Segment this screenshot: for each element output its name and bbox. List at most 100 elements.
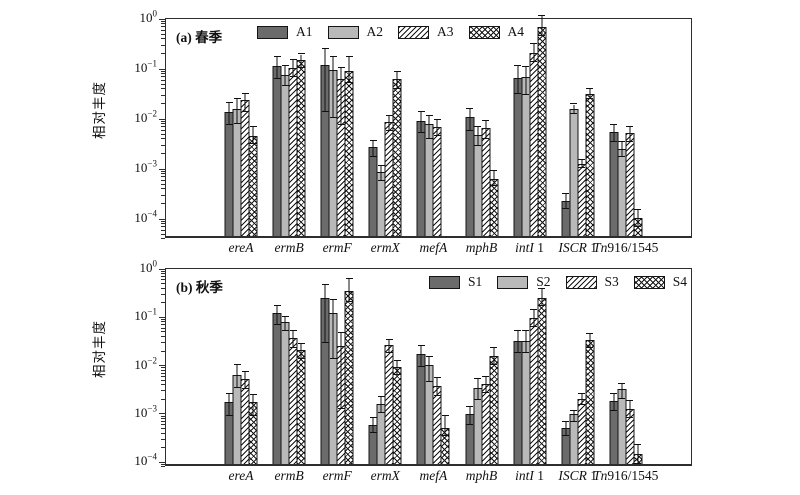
bar-A4-Tn [633,209,643,236]
y-minor-tick [161,238,165,240]
bar-S4-mphB [489,347,498,464]
y-minor-tick [161,83,165,85]
error-bar-cap-bottom [273,324,281,326]
y-axis-title: 相对丰度 [92,320,107,378]
error-bar-stem [380,397,382,414]
error-bar-cap-top [369,417,377,419]
error-bar-cap-top [490,347,497,349]
y-minor-tick [161,287,165,289]
x-category-label: mphB [465,240,498,255]
error-bar-cap-bottom [337,407,345,409]
y-minor-tick [161,138,165,140]
y-major-tick [158,365,165,367]
error-bar-stem [525,331,527,353]
error-bar-cap-bottom [578,404,586,406]
y-minor-tick [161,20,165,22]
y-minor-tick [161,26,165,28]
error-bar-cap-top [225,393,233,395]
error-bar-stem [228,103,230,126]
error-bar-stem [396,360,398,376]
bar-A4-ermB [296,53,306,236]
error-bar-cap-top [289,330,297,332]
error-bar-cap-top [369,139,377,141]
bar-A4-ermX [392,71,402,236]
y-minor-tick [161,120,165,122]
legend-item-A3: A3 [398,24,454,40]
error-bar-cap-bottom [225,124,233,126]
x-category-label: Tn916/1545 [593,468,659,483]
y-minor-tick [161,447,165,449]
error-bar-cap-top [425,115,433,116]
error-bar-cap-bottom [273,77,281,79]
x-category-label: intI 1 [515,468,545,483]
error-bar-stem [629,127,631,143]
error-bar-stem [324,285,326,344]
y-minor-tick [161,223,165,225]
legend-spring: A1 A2 A3 A4 [257,24,539,40]
y-minor-tick [161,126,165,128]
error-bar-stem [348,57,350,84]
error-bar-cap-bottom [249,143,257,145]
legend-label: A4 [507,24,525,39]
error-bar-cap-bottom [345,300,353,302]
error-bar-stem [589,88,591,99]
error-bar-cap-bottom [474,145,481,147]
error-bar-stem [276,305,278,326]
y-minor-tick [161,367,165,369]
y-minor-tick [161,466,165,468]
error-bar-stem [565,421,567,437]
error-bar-stem [420,346,422,368]
y-minor-tick [161,70,165,72]
error-bar-stem [477,379,478,400]
y-minor-tick [161,390,165,392]
legend-patch-cross-hatch [633,275,665,289]
error-bar-stem [396,72,398,89]
y-major-tick [158,18,165,20]
error-bar-cap-bottom [417,132,425,134]
legend-patch-diagonal-hatch [398,25,429,39]
y-minor-tick [161,220,165,222]
error-bar-cap-bottom [425,380,433,382]
error-bar-stem [244,93,246,113]
error-bar-cap-bottom [337,124,345,126]
y-minor-tick [161,123,165,125]
legend-label: A1 [296,24,313,39]
error-bar-stem [332,299,334,359]
error-bar-cap-bottom [562,207,570,209]
legend-label: S4 [672,274,688,289]
error-bar-cap-bottom [241,111,249,113]
y-tick-label: 10−2 [134,108,157,125]
error-bar-cap-bottom [466,130,473,132]
chart-panel-spring: 相对丰度 (a) 春季 A1 A2 A3 A4 ereA ermB ermF ermX mef… [0,8,800,255]
error-bar-cap-top [538,15,546,16]
error-bar-cap-bottom [369,431,377,433]
x-category-label: ereA [228,468,254,483]
legend-patch-solid-dark [257,25,288,39]
y-minor-tick [161,44,165,46]
error-bar-cap-bottom [433,134,441,136]
error-bar-cap-top [482,119,489,121]
error-bar-cap-top [514,330,522,332]
bar-A3-Tn [625,126,635,236]
error-bar-cap-bottom [241,388,249,390]
legend-patch-diagonal-hatch [565,275,597,289]
y-minor-tick [161,103,165,105]
y-tick-label: 10−1 [134,306,157,324]
y-minor-tick [161,319,165,320]
error-bar-cap-bottom [393,87,401,89]
error-bar-stem [565,194,567,209]
error-bar-stem [485,377,486,393]
error-bar-cap-bottom [634,226,642,228]
error-bar-cap-top [297,343,305,345]
error-bar-cap-top [249,126,257,128]
error-bar-cap-bottom [377,180,385,182]
error-bar-cap-top [249,394,257,396]
bar-group-mefA [416,111,450,236]
error-bar-stem [388,339,390,353]
error-bar-stem [284,316,286,332]
x-category-label: mphB [465,468,498,483]
error-bar-stem [380,166,382,182]
bar-group-ereA [224,363,258,464]
y-minor-tick [161,424,165,426]
legend-item-A1: A1 [257,24,313,40]
